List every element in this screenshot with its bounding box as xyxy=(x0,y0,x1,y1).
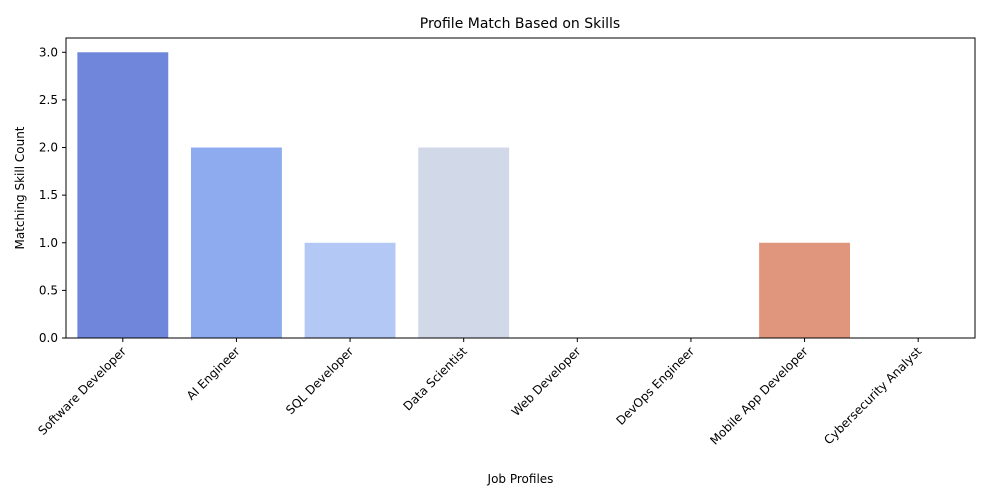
x-tick-label: Software Developer xyxy=(35,344,129,438)
x-tick-label: AI Engineer xyxy=(184,344,243,403)
bars-group xyxy=(77,52,851,339)
x-tick-label: Mobile App Developer xyxy=(707,344,810,447)
bar-software-developer xyxy=(77,52,169,339)
x-tick-label: Data Scientist xyxy=(401,344,471,414)
x-tick-label: SQL Developer xyxy=(283,344,356,417)
y-axis: 0.0 0.5 1.0 1.5 2.0 2.5 3.0 xyxy=(39,45,66,345)
bar-sql-developer xyxy=(304,242,396,338)
x-tick-label: Cybersecurity Analyst xyxy=(821,344,924,447)
bar-data-scientist xyxy=(418,147,510,338)
bar-ai-engineer xyxy=(190,147,282,338)
y-tick-label: 1.5 xyxy=(39,188,58,202)
y-axis-label: Matching Skill Count xyxy=(13,126,27,249)
y-tick-label: 2.0 xyxy=(39,141,58,155)
plot-frame xyxy=(65,37,976,339)
y-tick-label: 1.0 xyxy=(39,236,58,250)
bar-mobile-app-developer xyxy=(759,242,851,338)
x-axis: Software Developer AI Engineer SQL Develop… xyxy=(35,338,925,448)
x-tick-label: Web Developer xyxy=(509,344,584,419)
y-tick-label: 2.5 xyxy=(39,93,58,107)
x-axis-label: Job Profiles xyxy=(487,472,554,486)
y-tick-label: 3.0 xyxy=(39,45,58,59)
x-tick-label: DevOps Engineer xyxy=(613,344,697,428)
chart-title: Profile Match Based on Skills xyxy=(420,16,620,32)
y-tick-label: 0.0 xyxy=(39,331,58,345)
y-tick-label: 0.5 xyxy=(39,283,58,297)
